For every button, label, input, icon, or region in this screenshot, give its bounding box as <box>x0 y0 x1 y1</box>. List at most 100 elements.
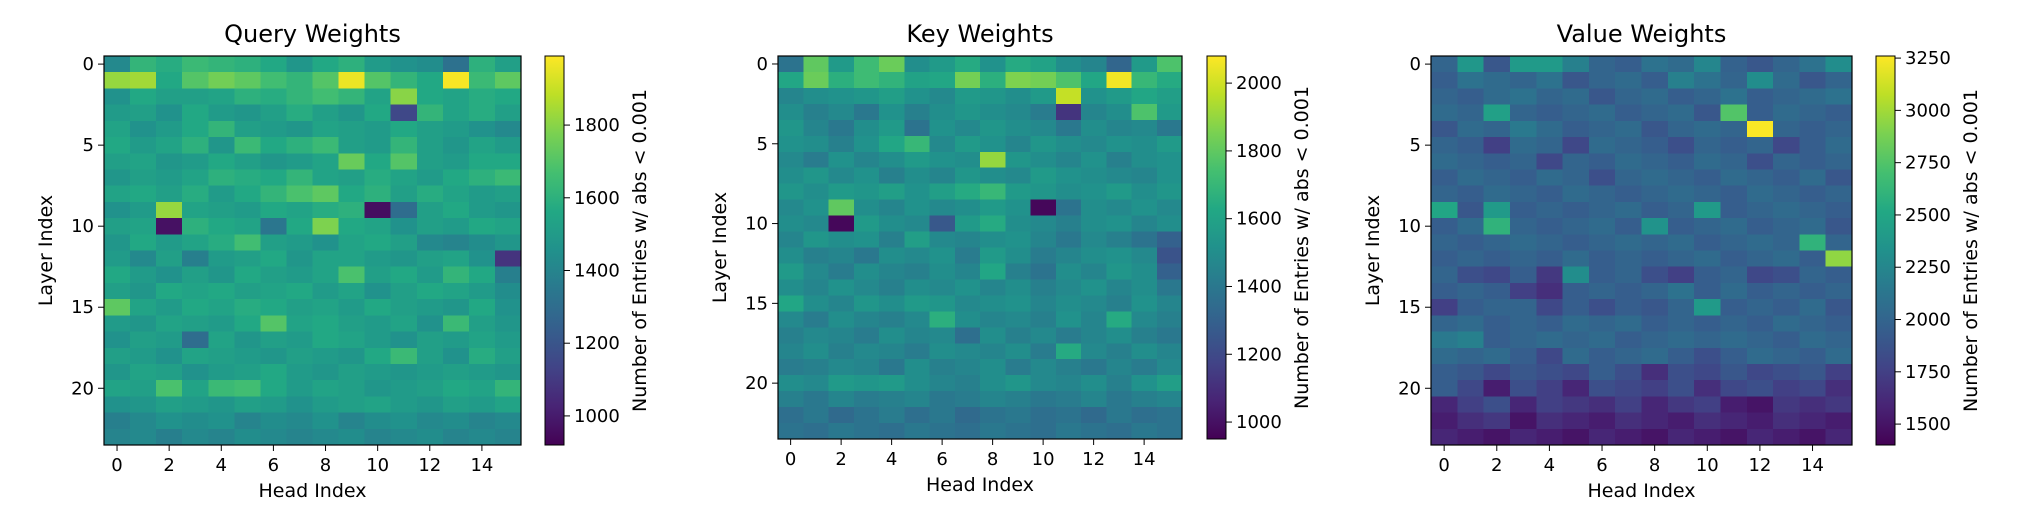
heatmap-cell <box>1055 263 1082 281</box>
heatmap-cell <box>1509 428 1537 446</box>
heatmap-cell <box>1536 56 1564 73</box>
heatmap-cell <box>1746 104 1774 122</box>
heatmap-cell <box>1799 201 1827 219</box>
heatmap-cell <box>416 412 444 430</box>
heatmap-cell <box>1106 311 1133 328</box>
heatmap-cell <box>286 234 314 252</box>
heatmap-cell <box>1694 88 1722 106</box>
heatmap-cell <box>494 169 522 187</box>
heatmap-cell <box>286 72 314 90</box>
heatmap-cell <box>338 331 366 349</box>
heatmap-cell <box>1431 72 1458 90</box>
heatmap-cell <box>1746 234 1774 252</box>
heatmap-cell <box>1030 71 1057 89</box>
heatmap-cell <box>1081 135 1107 153</box>
heatmap-cell <box>442 380 470 397</box>
heatmap-cell <box>1825 299 1853 316</box>
heatmap-cell <box>929 215 956 233</box>
heatmap-cell <box>904 231 931 249</box>
heatmap-cell <box>853 167 880 185</box>
heatmap-cell <box>182 331 209 349</box>
heatmap-cell <box>1799 347 1827 365</box>
heatmap-cell <box>442 201 470 219</box>
heatmap-cell <box>390 88 418 106</box>
heatmap-cell <box>156 396 183 414</box>
heatmap-cell <box>442 137 470 154</box>
heatmap-cell <box>260 363 288 381</box>
heatmap-cell <box>1773 104 1800 122</box>
heatmap-cell <box>1055 135 1082 153</box>
heatmap-cell <box>1131 311 1158 328</box>
heatmap-cell <box>1030 407 1057 424</box>
heatmap-cell <box>879 103 905 121</box>
heatmap-cell <box>1457 331 1485 349</box>
heatmap-cell <box>1457 218 1485 235</box>
heatmap-cell <box>879 56 905 73</box>
heatmap-cell <box>929 135 956 153</box>
heatmap-cell <box>954 247 981 265</box>
heatmap-cell <box>904 247 931 265</box>
heatmap-cell <box>929 391 956 408</box>
heatmap-cell <box>1694 396 1722 414</box>
heatmap-cell <box>1431 88 1458 106</box>
x-tick-label: 0 <box>111 455 122 476</box>
heatmap-cell <box>1509 396 1537 414</box>
colorbar-tick-label: 1000 <box>1236 412 1282 433</box>
heatmap-cell <box>1536 412 1564 430</box>
heatmap-cell <box>1588 250 1616 268</box>
heatmap-cell <box>1131 135 1158 153</box>
heatmap-cell <box>1431 380 1458 397</box>
heatmap-cell <box>182 282 209 300</box>
heatmap-cell <box>208 88 235 106</box>
heatmap-cell <box>778 311 804 328</box>
heatmap-cell <box>778 71 804 89</box>
heatmap-cell <box>1825 331 1853 349</box>
heatmap-cell <box>1005 263 1032 281</box>
heatmap-cell <box>1562 104 1590 122</box>
heatmap-cell <box>1509 88 1537 106</box>
heatmap-cell <box>156 120 183 138</box>
heatmap-cell <box>104 218 131 235</box>
heatmap-cell <box>1081 311 1107 328</box>
heatmap-cell <box>828 151 855 169</box>
heatmap-cell <box>980 87 1006 105</box>
heatmap-cell <box>1562 137 1590 154</box>
heatmap-cell <box>1030 151 1057 169</box>
heatmap-cell <box>1799 104 1827 122</box>
heatmap-cell <box>390 347 418 365</box>
heatmap-cell <box>1773 380 1800 397</box>
heatmap-cell <box>879 247 905 265</box>
heatmap-cell <box>286 153 314 171</box>
heatmap-cell <box>1773 282 1800 300</box>
heatmap-cell <box>1825 396 1853 414</box>
heatmap-cell <box>468 201 496 219</box>
heatmap-cell <box>364 234 392 252</box>
heatmap-cell <box>1667 250 1695 268</box>
heatmap-cell <box>1615 428 1643 446</box>
heatmap-cell <box>1536 137 1564 154</box>
heatmap-cell <box>803 135 830 153</box>
heatmap-cell <box>104 412 131 430</box>
heatmap-cell <box>1667 218 1695 235</box>
heatmap-cell <box>1694 137 1722 154</box>
heatmap-cell <box>929 103 956 121</box>
heatmap-cell <box>286 396 314 414</box>
heatmap-cell <box>416 380 444 397</box>
heatmap-cell <box>234 380 261 397</box>
heatmap-cell <box>1641 88 1669 106</box>
colorbar-label: Number of Entries w/ abs < 0.001 <box>1291 86 1313 409</box>
heatmap-cell <box>234 299 261 316</box>
heatmap-cell <box>1720 299 1748 316</box>
heatmap-cell <box>1081 87 1107 105</box>
heatmap-cell <box>1694 363 1722 381</box>
heatmap-cell <box>1156 263 1183 281</box>
heatmap-cell <box>156 428 183 446</box>
heatmap-cell <box>778 423 804 440</box>
heatmap-cell <box>390 380 418 397</box>
heatmap-cell <box>1825 169 1853 187</box>
heatmap-cell <box>1005 391 1032 408</box>
heatmap-cell <box>442 72 470 90</box>
heatmap-cell <box>1536 250 1564 268</box>
heatmap-cell <box>904 151 931 169</box>
heatmap-cell <box>1509 380 1537 397</box>
